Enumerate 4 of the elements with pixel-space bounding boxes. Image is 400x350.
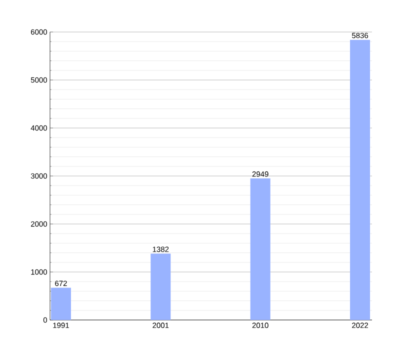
bar [250, 178, 270, 320]
bar [150, 254, 171, 320]
bar [350, 40, 370, 320]
bar [50, 288, 71, 320]
